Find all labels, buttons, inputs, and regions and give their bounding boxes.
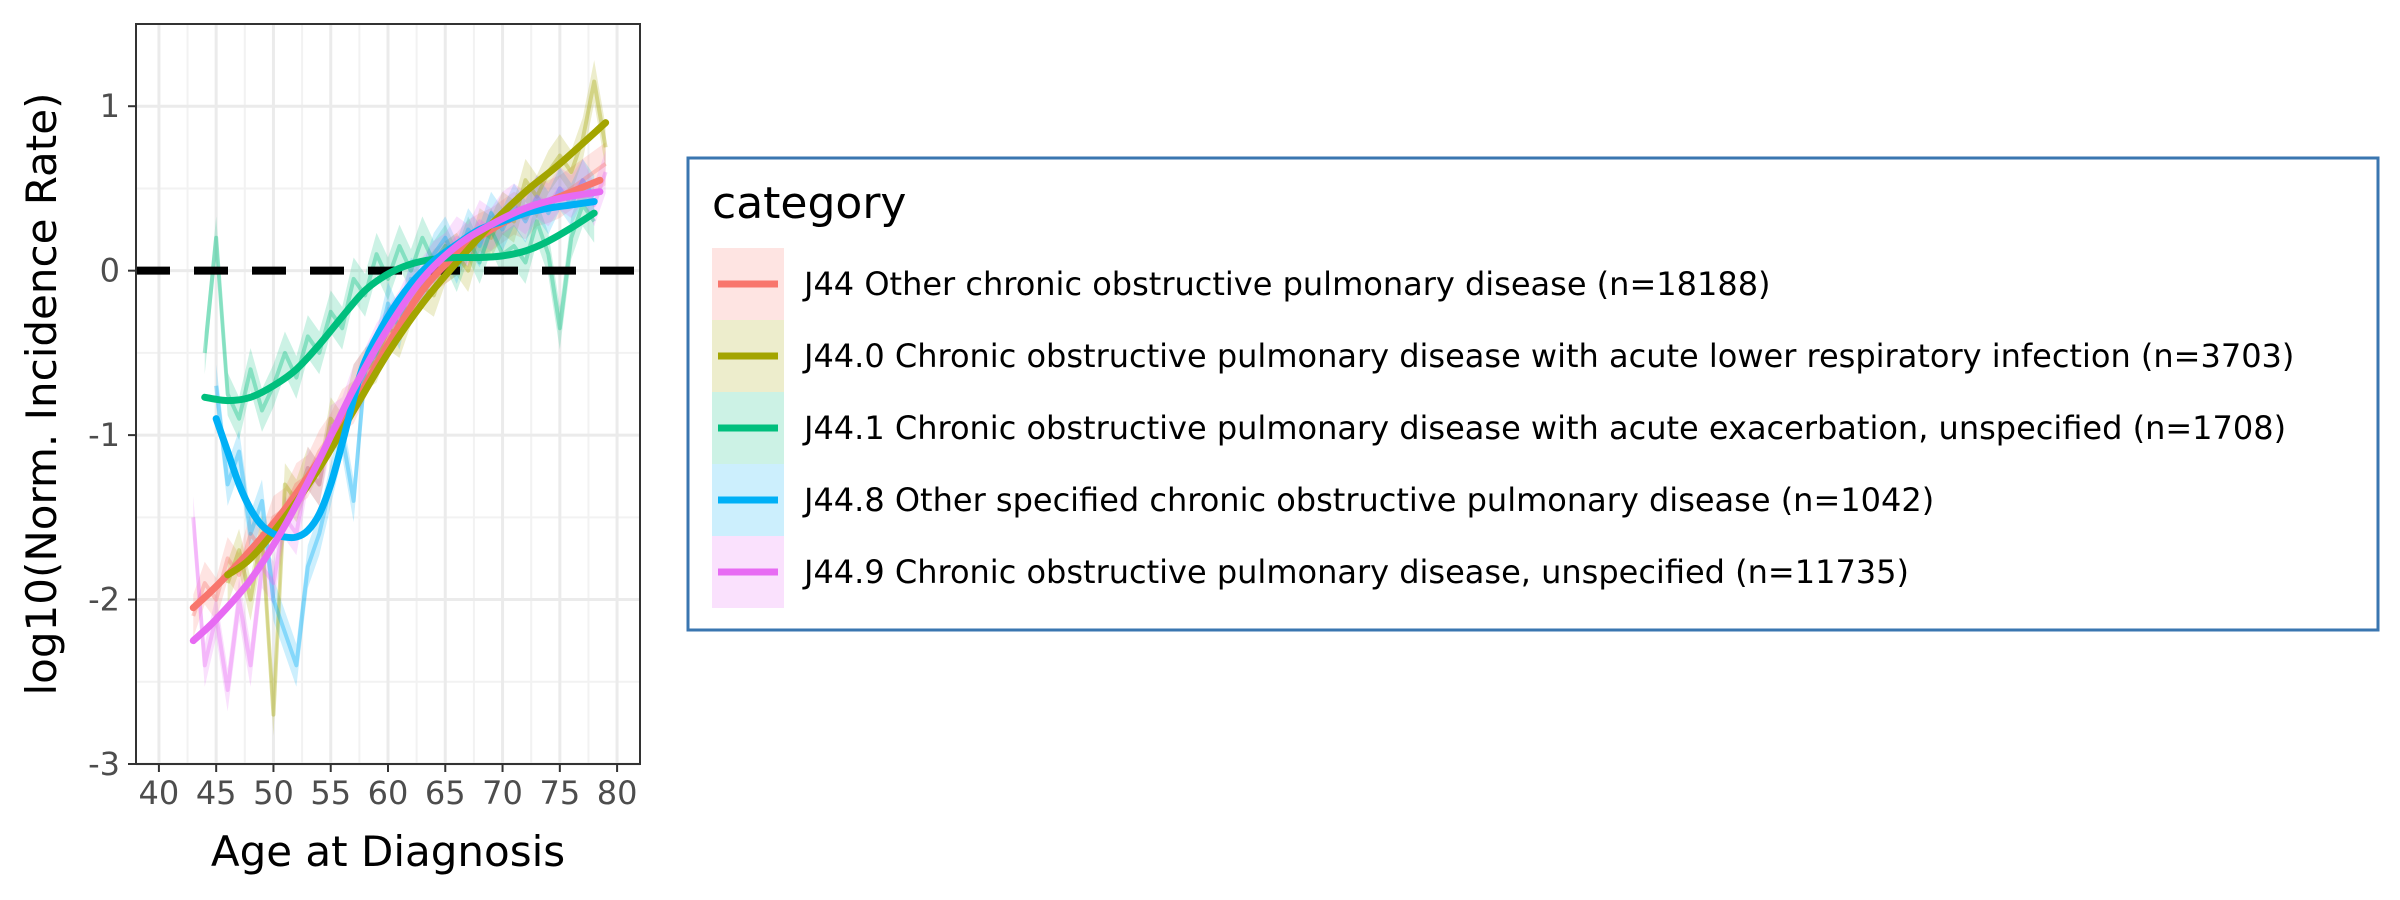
legend: category J44 Other chronic obstructive p… [686,156,2380,632]
legend-label: J44.1 Chronic obstructive pulmonary dise… [802,409,2286,447]
smooth-line-series-2 [224,119,610,579]
x-tick-label: 40 [139,774,180,812]
y-tick-label: -1 [88,416,120,454]
y-tick-label: -3 [88,745,120,783]
legend-item-1: J44 Other chronic obstructive pulmonary … [712,248,1771,320]
x-tick-label: 60 [368,774,409,812]
legend-item-3: J44.1 Chronic obstructive pulmonary dise… [712,392,2286,464]
x-tick-label: 50 [253,774,294,812]
smooth-line-series-3 [201,209,598,405]
y-tick-label: -2 [88,581,120,619]
x-tick-label: 75 [539,774,580,812]
legend-item-2: J44.0 Chronic obstructive pulmonary dise… [712,320,2294,392]
legend-title: category [712,178,906,229]
ribbon-series-4 [216,158,595,687]
legend-label: J44 Other chronic obstructive pulmonary … [802,265,1771,303]
x-axis: 40 45 50 55 60 65 70 75 80 [139,764,638,812]
plot-panel [135,23,641,766]
legend-items: J44 Other chronic obstructive pulmonary … [712,248,2294,608]
ribbon-series-3 [204,183,595,441]
x-tick-label: 55 [310,774,351,812]
x-tick-label: 80 [597,774,638,812]
smooth-line-series-5 [189,188,604,645]
legend-item-5: J44.9 Chronic obstructive pulmonary dise… [712,536,1909,608]
ribbon-series-2 [227,60,606,737]
smoothed-trend-lines [189,119,610,645]
legend-label: J44.8 Other specified chronic obstructiv… [802,481,1934,519]
x-tick-label: 65 [425,774,466,812]
x-axis-title: Age at Diagnosis [211,827,565,876]
y-tick-label: 1 [100,87,120,125]
y-tick-label: 0 [100,252,120,290]
y-axis: -3 -2 -1 0 1 [88,87,136,783]
x-tick-label: 70 [482,774,523,812]
y-axis-title: log10(Norm. Incidence Rate) [17,93,66,696]
x-tick-label: 45 [196,774,237,812]
legend-item-4: J44.8 Other specified chronic obstructiv… [712,464,1934,536]
legend-box [686,156,2380,632]
legend-label: J44.0 Chronic obstructive pulmonary dise… [802,337,2294,375]
legend-label: J44.9 Chronic obstructive pulmonary dise… [802,553,1909,591]
